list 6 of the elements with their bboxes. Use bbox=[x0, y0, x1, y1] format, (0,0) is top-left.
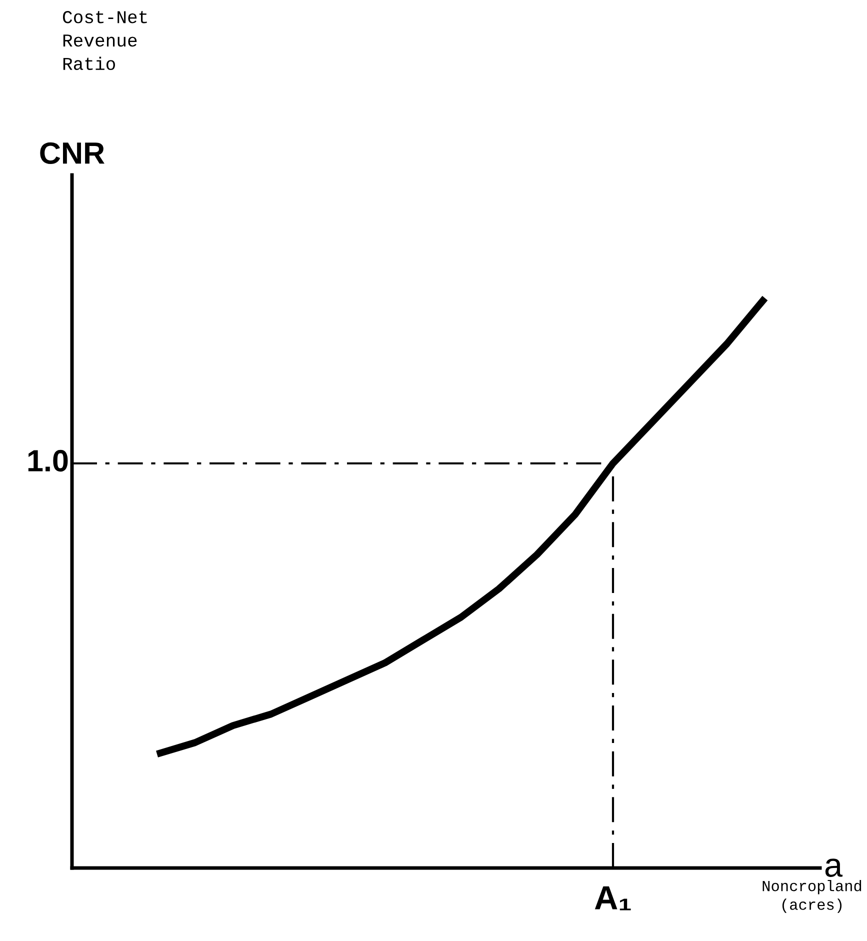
text: a bbox=[825, 858, 843, 877]
x-axis-title: Noncropland (acres) bbox=[762, 880, 862, 913]
text: CNR bbox=[40, 142, 104, 164]
text: 1.0 bbox=[28, 450, 68, 472]
text: A₁ bbox=[594, 886, 631, 910]
text: Cost-Net Revenue Ratio bbox=[62, 11, 147, 70]
